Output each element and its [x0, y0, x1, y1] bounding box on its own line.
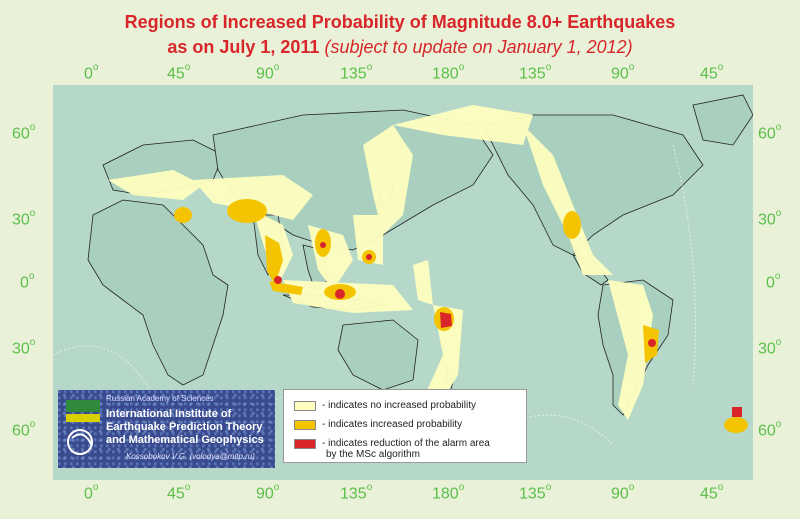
lat-right-0: 0o [766, 271, 781, 292]
lon-top-45: 45o [167, 62, 191, 83]
lon-top-90: 90o [256, 62, 280, 83]
lon-bottom-135e: 135o [340, 482, 373, 503]
zones-reduced [274, 242, 742, 417]
legend-label-increased: - indicates increased probability [322, 419, 463, 430]
legend-swatch-red [294, 439, 316, 449]
lat-left-60s: 60o [12, 419, 36, 440]
map-legend: - indicates no increased probability - i… [283, 389, 527, 463]
legend-label-reduced: - indicates reduction of the alarm area … [322, 438, 490, 460]
lon-bottom-180: 180o [432, 482, 465, 503]
red-chile [648, 339, 656, 347]
lat-right-30n: 30o [758, 208, 782, 229]
red-mariana [366, 254, 372, 260]
lat-left-30s: 30o [12, 337, 36, 358]
author-credit: Kossobokov V.G. (volodya@mitp.ru) [126, 452, 255, 461]
lon-bottom-45: 45o [167, 482, 191, 503]
lon-bottom-135w: 135o [519, 482, 552, 503]
map-title-update-note: (subject to update on January 1, 2012) [324, 37, 633, 57]
lon-bottom-0: 0o [84, 482, 99, 503]
legend-item-increased: - indicates increased probability [294, 419, 462, 430]
lat-left-0: 0o [20, 271, 35, 292]
institute-panel: Russian Academy of Sciences Internationa… [58, 390, 275, 468]
zone-myanmar [265, 235, 283, 285]
zone-sumatra [269, 281, 303, 295]
map-title-date: as on July 1, 2011 [167, 37, 320, 57]
legend-swatch-pale-yellow [294, 401, 316, 411]
red-sumatra [274, 276, 282, 284]
red-tonga [440, 312, 452, 328]
legend-label-no-increase: - indicates no increased probability [322, 400, 476, 411]
lon-top-45w: 45o [700, 62, 724, 83]
legend-swatch-orange [294, 420, 316, 430]
lon-bottom-45w: 45o [700, 482, 724, 503]
lat-right-60s: 60o [758, 419, 782, 440]
legend-item-reduced: - indicates reduction of the alarm area … [294, 438, 490, 460]
zone-central-asia [227, 199, 267, 223]
institute-name: International Institute of Earthquake Pr… [106, 408, 264, 446]
lon-bottom-90: 90o [256, 482, 280, 503]
australia-landmass [337, 319, 419, 391]
lon-top-0: 0o [84, 62, 99, 83]
lon-top-180: 180o [432, 62, 465, 83]
zone-south-sandwich [724, 417, 748, 433]
legend-item-no-increase: - indicates no increased probability [294, 400, 476, 411]
greenland-landmass [692, 94, 753, 146]
academy-label: Russian Academy of Sciences [106, 394, 214, 403]
red-south-sandwich [732, 407, 742, 417]
zone-iran [174, 207, 192, 223]
lon-bottom-90w: 90o [611, 482, 635, 503]
lon-top-135w: 135o [519, 62, 552, 83]
red-banda [335, 289, 345, 299]
lon-top-90w: 90o [611, 62, 635, 83]
map-title-line1: Regions of Increased Probability of Magn… [124, 12, 676, 32]
lat-left-60n: 60o [12, 122, 36, 143]
lat-right-60n: 60o [758, 122, 782, 143]
lat-left-30n: 30o [12, 208, 36, 229]
institute-logo-icon [66, 400, 100, 455]
red-taiwan [320, 242, 326, 248]
lat-right-30s: 30o [758, 337, 782, 358]
zone-mexico [563, 211, 581, 239]
lon-top-135e: 135o [340, 62, 373, 83]
map-title-line2: as on July 1, 2011 (subject to update on… [0, 37, 800, 58]
